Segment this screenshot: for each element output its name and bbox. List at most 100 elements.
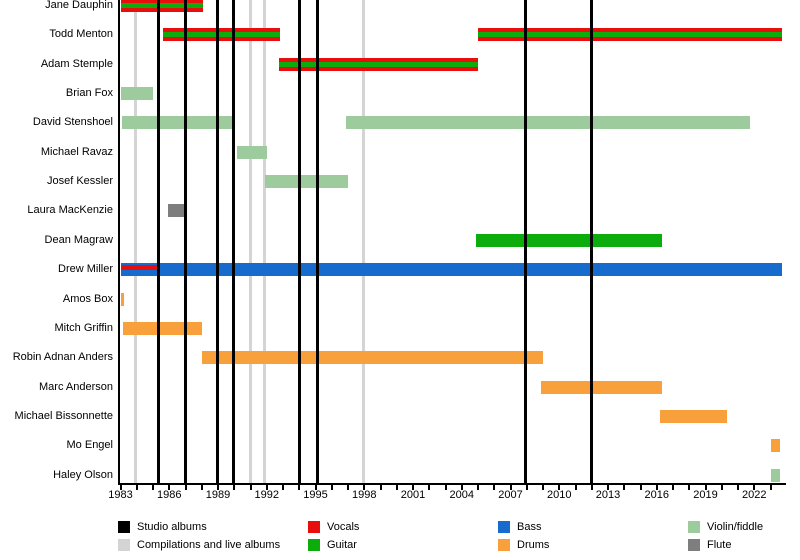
member-name-label: Amos Box [62,292,113,305]
secondary-role-stripe [120,3,204,8]
studio-album-line [215,0,219,483]
axis-year-label: 1986 [157,489,182,501]
axis-tick [509,485,512,490]
compilation-album-line [249,0,252,483]
axis-tick [704,485,707,490]
axis-tick [688,485,691,490]
member-period-bar [476,233,662,247]
member-period-bar [120,263,782,277]
member-name-label: Robin Adnan Anders [12,351,113,364]
legend-swatch [308,539,320,551]
axis-tick [347,485,349,490]
member-period-bar [236,145,267,159]
member-period-bar [346,116,751,130]
legend-label: Flute [707,539,732,551]
legend-swatch [688,539,700,551]
studio-album-line [231,0,235,483]
member-name-label: Mitch Griffin [54,321,113,334]
secondary-role-stripe [478,32,782,38]
axis-tick [282,485,284,490]
member-period-bar [162,28,280,42]
member-period-bar [201,351,543,365]
studio-album-line [590,0,594,483]
member-name-label: Laura MacKenzie [27,204,113,217]
axis-tick [314,485,317,490]
axis-tick [168,485,171,490]
axis-year-label: 1983 [108,489,133,501]
axis-tick [249,485,252,490]
member-name-label: Adam Stemple [40,57,113,70]
axis-year-label: 2001 [400,489,426,501]
axis-tick [395,485,398,490]
axis-tick [363,485,366,490]
axis-tick [737,485,739,490]
member-period-bar [541,380,662,394]
axis-tick [200,485,203,490]
axis-tick [525,485,528,490]
axis-tick [135,485,138,490]
legend-label: Violin/fiddle [707,521,764,533]
member-name-label: Todd Menton [49,28,113,41]
member-name-label: Haley Olson [53,468,113,481]
axis-tick [590,485,593,490]
member-name-label: Michael Bissonnette [14,409,113,422]
axis-tick [444,485,447,490]
axis-year-label: 2013 [595,489,621,501]
compilation-album-line [262,0,266,483]
member-period-bar [771,439,781,453]
axis-tick [460,485,463,490]
axis-year-label: 2019 [693,489,718,501]
legend-swatch [308,521,320,533]
member-name-label: Drew Miller [58,263,113,276]
axis-year-label: 1995 [303,489,328,501]
overlay-role-stripe [120,264,158,270]
x-axis-line [118,483,786,485]
axis-tick [119,485,122,490]
member-period-bar [122,321,202,335]
legend-swatch [118,521,130,533]
axis-tick [655,485,658,490]
member-name-label: Jane Dauphin [45,0,113,11]
axis-tick [412,485,414,490]
compilation-album-line [361,0,365,483]
legend-label: Drums [517,539,550,551]
axis-tick [265,485,268,490]
member-period-bar [122,116,235,130]
axis-tick [558,485,561,490]
member-period-bar [120,0,204,12]
axis-tick [330,485,333,490]
studio-album-line [184,0,187,483]
axis-tick [493,485,496,490]
member-name-label: David Stenshoel [32,116,113,129]
axis-tick [428,485,431,490]
studio-album-line [524,0,528,483]
axis-tick [623,485,626,490]
member-name-label: Marc Anderson [39,380,113,393]
axis-tick [298,485,301,490]
axis-year-label: 2007 [498,489,523,501]
legend-swatch [688,521,700,533]
member-period-bar [478,28,782,42]
axis-year-label: 2010 [547,489,572,501]
member-period-bar [660,409,728,423]
axis-tick [639,485,642,490]
axis-tick [753,485,756,490]
axis-year-label: 2004 [449,489,474,501]
legend-label: Compilations and live albums [137,539,281,551]
secondary-role-stripe [162,32,280,38]
axis-tick [184,485,187,490]
legend-swatch [498,539,510,551]
axis-year-label: 1992 [254,489,279,501]
y-axis-line [118,0,120,483]
member-period-bar [265,175,348,189]
legend-label: Bass [517,521,542,533]
member-name-label: Brian Fox [65,87,113,100]
legend-label: Vocals [327,521,360,533]
legend-swatch [118,539,130,551]
legend-label: Guitar [327,539,357,551]
member-name-label: Mo Engel [66,439,113,452]
axis-tick [477,485,479,490]
member-period-bar [120,87,153,101]
axis-tick [574,485,577,490]
